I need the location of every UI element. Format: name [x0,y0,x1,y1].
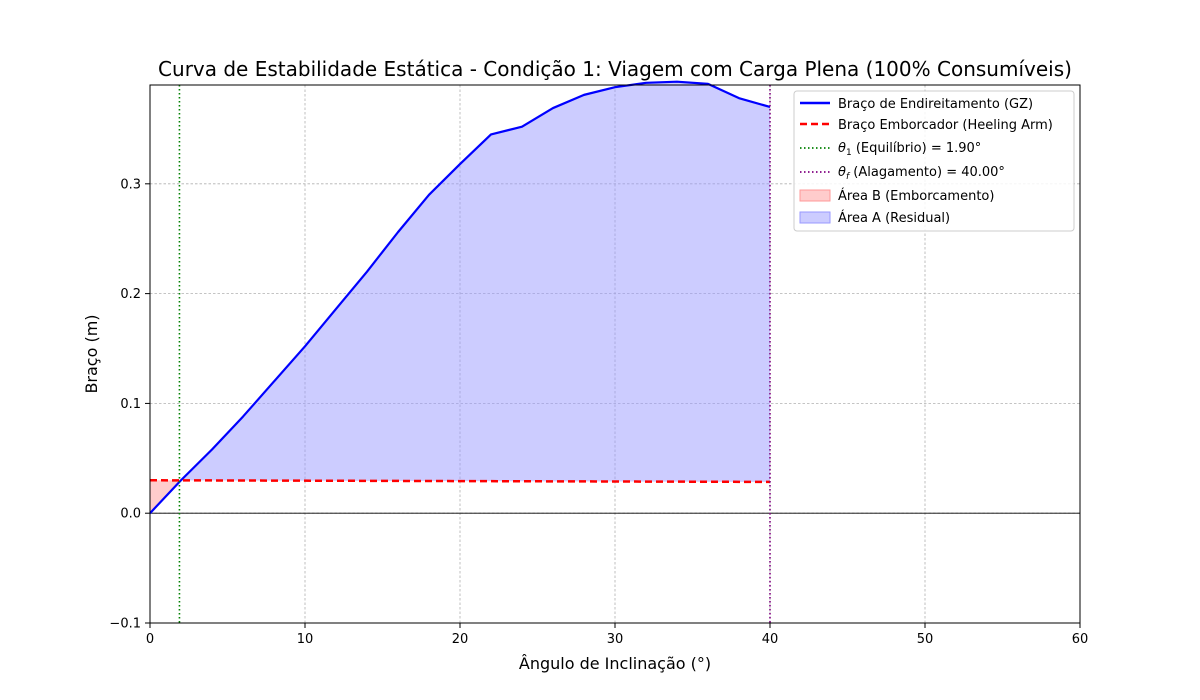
y-axis-label: Braço (m) [82,314,101,393]
legend-theta1-label: θ1 (Equilíbrio) = 1.90° [838,141,981,158]
y-tick-label: −0.1 [109,617,141,632]
legend-area-a-label: Área A (Residual) [838,210,950,226]
vertical-lines [178,85,771,623]
heeling-arm-line [149,479,771,484]
x-tick-label: 10 [297,632,314,647]
x-ticks: 0 10 20 30 40 50 60 [146,623,1088,647]
legend-theta1-sub: 1 [846,148,852,158]
series-lines [149,80,771,514]
legend-area-a-swatch [799,211,831,224]
legend-heel-label: Braço Emborcador (Heeling Arm) [838,118,1053,133]
chart-title: Curva de Estabilidade Estática - Condiçã… [158,57,1072,81]
y-tick-label: 0.3 [120,177,141,192]
y-tick-label: 0.2 [120,287,141,302]
fill-areas [150,81,770,514]
y-tick-label: 0.0 [120,507,141,522]
legend-gz-label: Braço de Endireitamento (GZ) [838,97,1033,112]
legend-area-b-label: Área B (Emborcamento) [838,188,994,204]
x-tick-label: 40 [762,632,779,647]
x-tick-label: 30 [607,632,624,647]
x-axis-label: Ângulo de Inclinação (°) [519,654,711,673]
x-tick-label: 20 [452,632,469,647]
legend-theta1-symbol: θ [838,141,846,156]
area-a-fill [179,81,770,482]
legend-area-b-swatch [799,189,831,202]
legend-thetaf-label: θf (Alagamento) = 40.00° [838,165,1005,182]
y-tick-label: 0.1 [120,397,141,412]
legend-thetaf-symbol: θ [838,165,846,180]
y-ticks: −0.1 0.0 0.1 0.2 0.3 [109,177,150,632]
legend-thetaf-rest: (Alagamento) = 40.00° [849,165,1005,180]
legend: Braço de Endireitamento (GZ) Braço Embor… [793,90,1075,232]
x-tick-label: 60 [1072,632,1089,647]
legend-theta1-rest: (Equilíbrio) = 1.90° [852,141,982,156]
legend-thetaf-sub: f [846,172,851,182]
legend-box [793,90,1075,232]
gz-curve-line [149,80,771,514]
x-tick-label: 0 [146,632,154,647]
x-tick-label: 50 [917,632,934,647]
